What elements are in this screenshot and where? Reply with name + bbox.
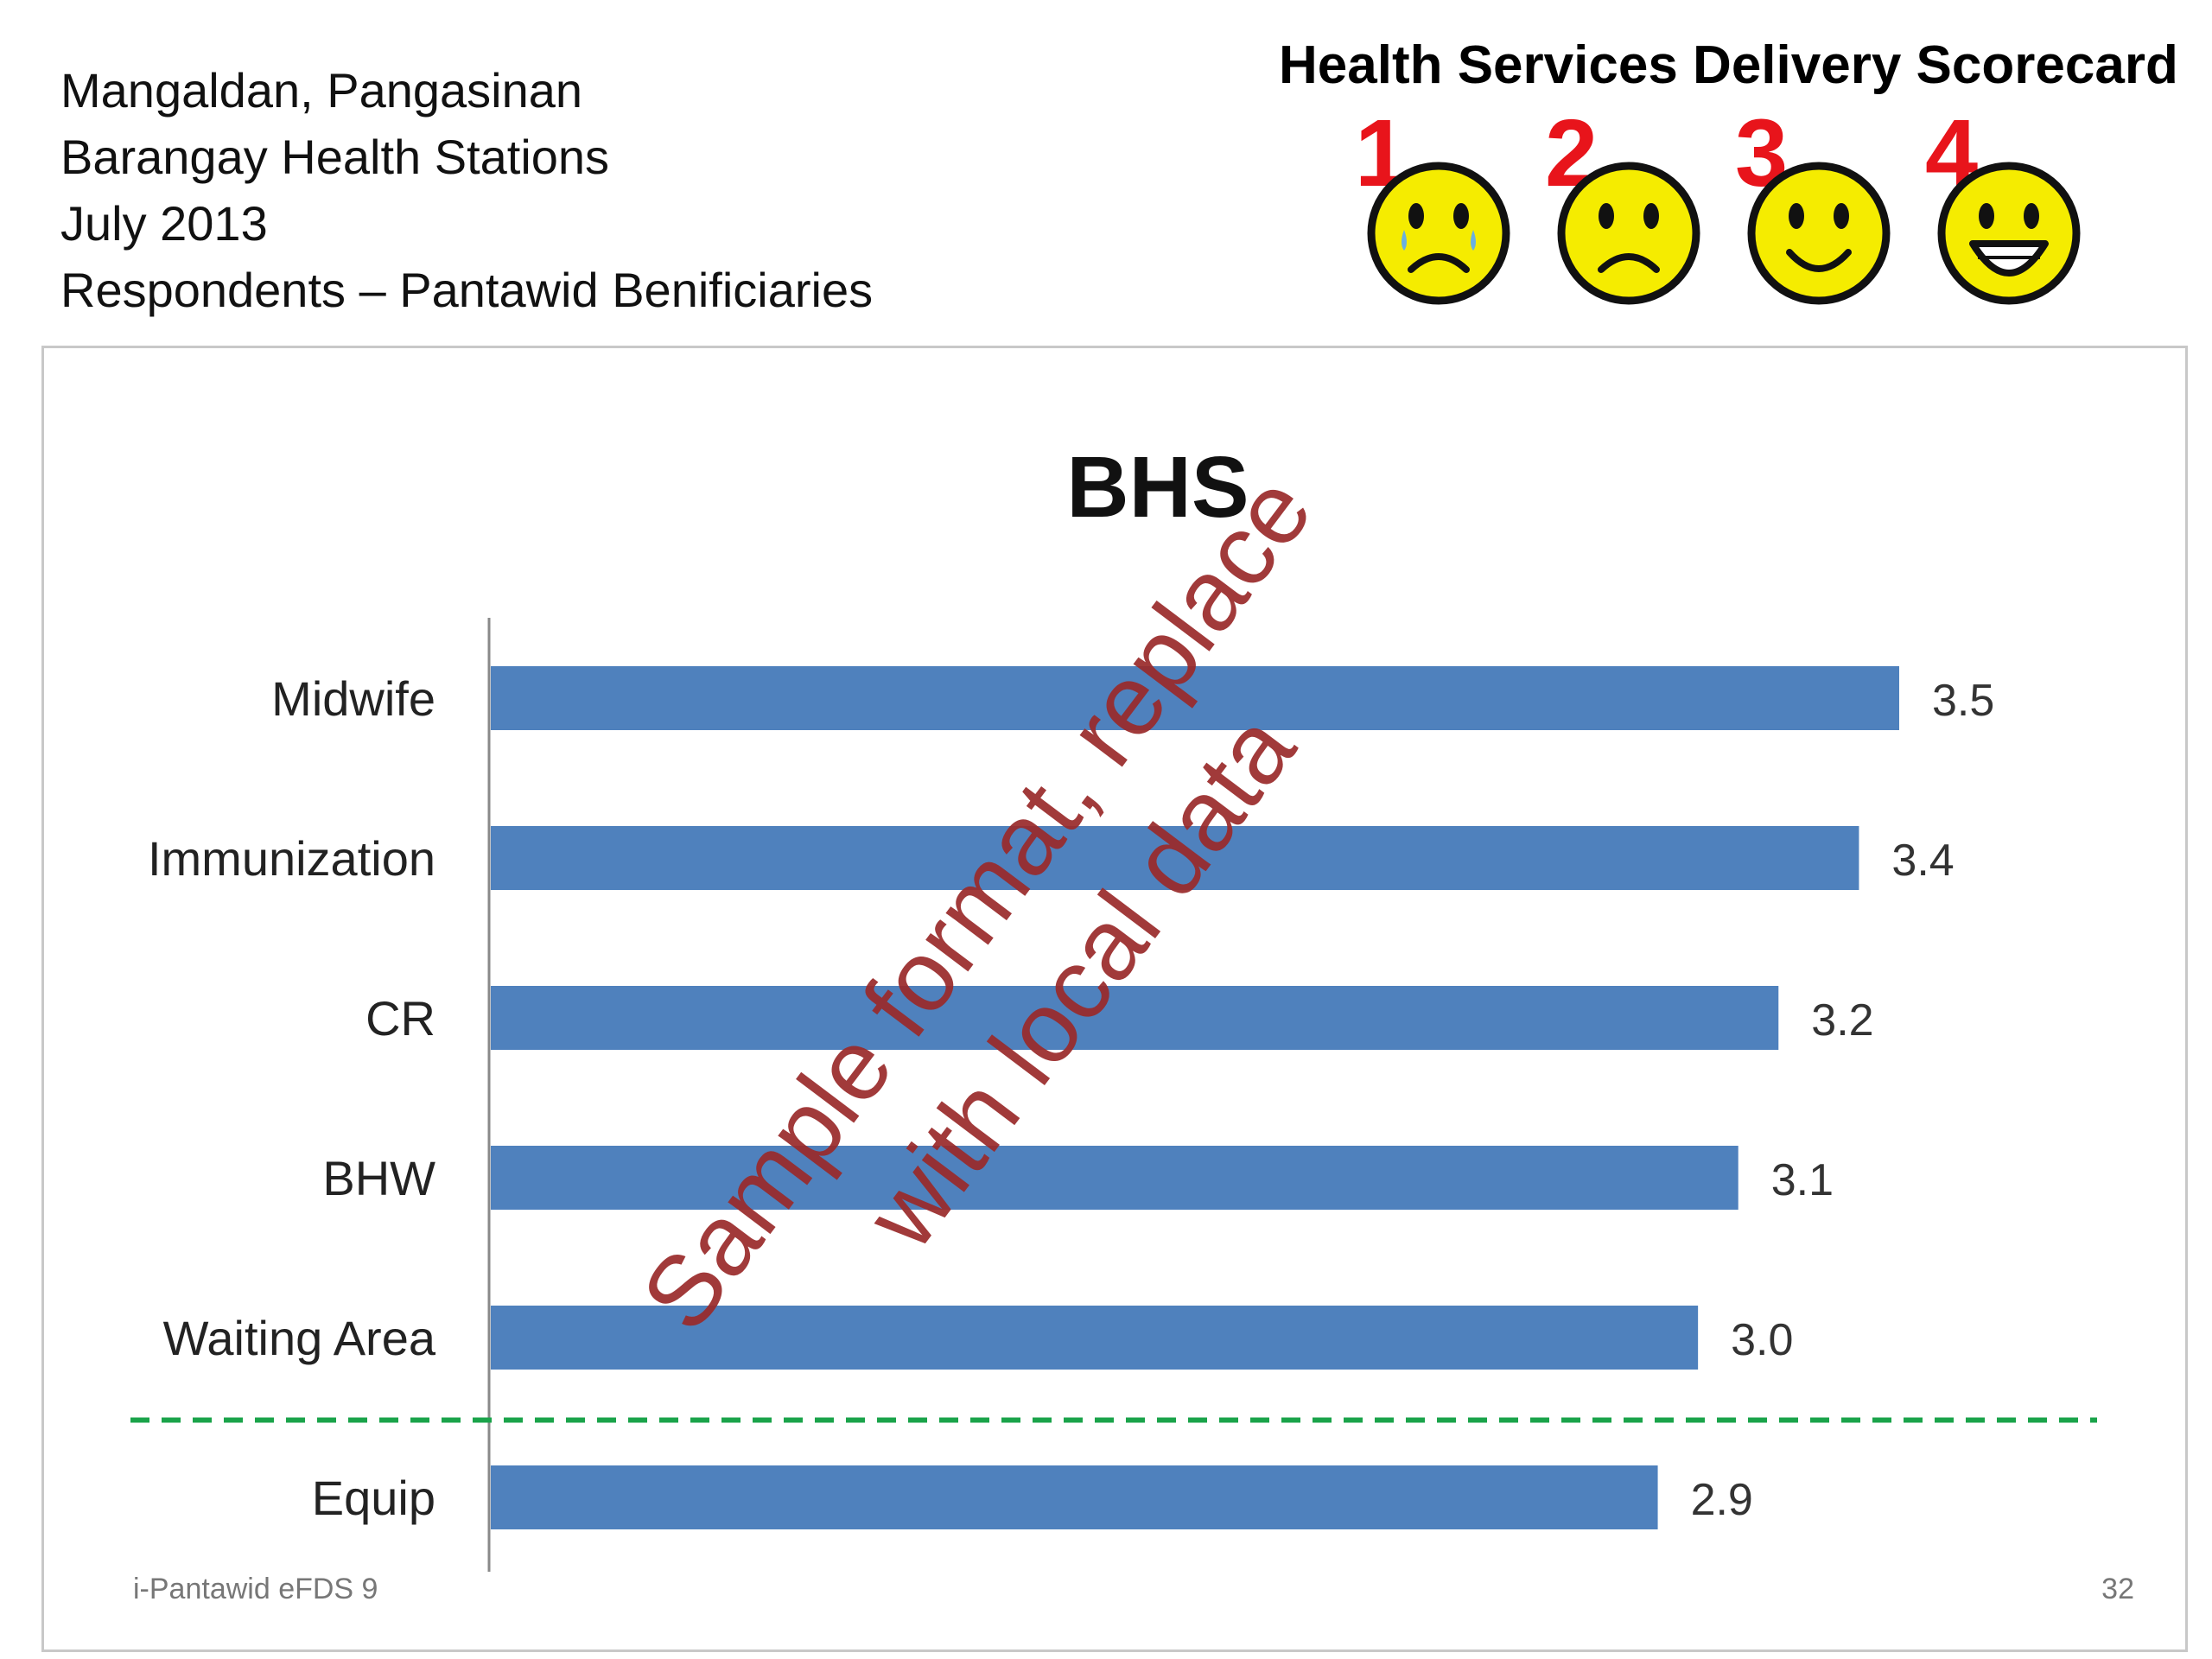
right-eye bbox=[1643, 203, 1659, 229]
category-label: Waiting Area bbox=[163, 1311, 436, 1365]
right-eye bbox=[1453, 203, 1469, 229]
respondents-line: Respondents – Pantawid Benificiaries bbox=[60, 263, 874, 317]
crying-face-icon: 1 bbox=[1355, 104, 1510, 305]
right-eye bbox=[1834, 203, 1849, 229]
left-eye bbox=[1408, 203, 1424, 229]
left-eye bbox=[1789, 203, 1804, 229]
tear bbox=[1402, 230, 1407, 251]
data-label: 3.0 bbox=[1731, 1315, 1793, 1365]
face-outline bbox=[1367, 162, 1510, 305]
grinning-face-icon: 4 bbox=[1925, 104, 2081, 305]
bar bbox=[491, 826, 1859, 890]
category-label: CR bbox=[365, 991, 435, 1046]
data-label: 3.5 bbox=[1932, 676, 1994, 726]
data-label: 2.9 bbox=[1691, 1475, 1753, 1525]
bar bbox=[491, 1465, 1658, 1529]
footer-source: i-Pantawid eFDS 9 bbox=[133, 1573, 378, 1605]
bar bbox=[491, 1146, 1738, 1210]
data-label: 3.1 bbox=[1771, 1155, 1834, 1205]
smile-mouth bbox=[1786, 249, 1852, 272]
date-line: July 2013 bbox=[60, 196, 268, 251]
right-eye bbox=[2024, 203, 2039, 229]
frown-mouth bbox=[1598, 253, 1660, 273]
left-eye bbox=[1979, 203, 1994, 229]
data-label: 3.4 bbox=[1891, 836, 1954, 886]
left-eye bbox=[1599, 203, 1614, 229]
chart-frame: BHS Midwife 3.5 Immunization 3.4 CR 3.2 BHW 3.1 W… bbox=[41, 346, 2188, 1652]
report-header: Mangaldan, Pangasinan Barangay Health St… bbox=[60, 57, 873, 323]
bar bbox=[491, 666, 1899, 730]
face-outline bbox=[1747, 162, 1891, 305]
bar-chart: BHS Midwife 3.5 Immunization 3.4 CR 3.2 BHW 3.1 W… bbox=[130, 439, 2097, 1572]
facility-line: Barangay Health Stations bbox=[60, 130, 610, 184]
category-label: Equip bbox=[312, 1471, 435, 1525]
face-outline bbox=[1937, 162, 2081, 305]
page-number: 32 bbox=[2101, 1573, 2134, 1605]
chart-title: BHS bbox=[1066, 439, 1249, 536]
smiling-face-icon: 3 bbox=[1735, 104, 1891, 305]
frown-mouth bbox=[1408, 253, 1470, 273]
category-label: Immunization bbox=[148, 831, 435, 886]
scorecard-title: Health Services Delivery Scorecard bbox=[1279, 35, 2178, 95]
face-outline bbox=[1557, 162, 1700, 305]
sad-face-icon: 2 bbox=[1545, 104, 1700, 305]
location-line: Mangaldan, Pangasinan bbox=[60, 63, 583, 118]
category-label: Midwife bbox=[271, 671, 435, 726]
bar bbox=[491, 986, 1779, 1050]
category-label: BHW bbox=[322, 1151, 435, 1205]
tear bbox=[1471, 230, 1476, 251]
data-label: 3.2 bbox=[1811, 995, 1873, 1046]
bar bbox=[491, 1306, 1699, 1370]
